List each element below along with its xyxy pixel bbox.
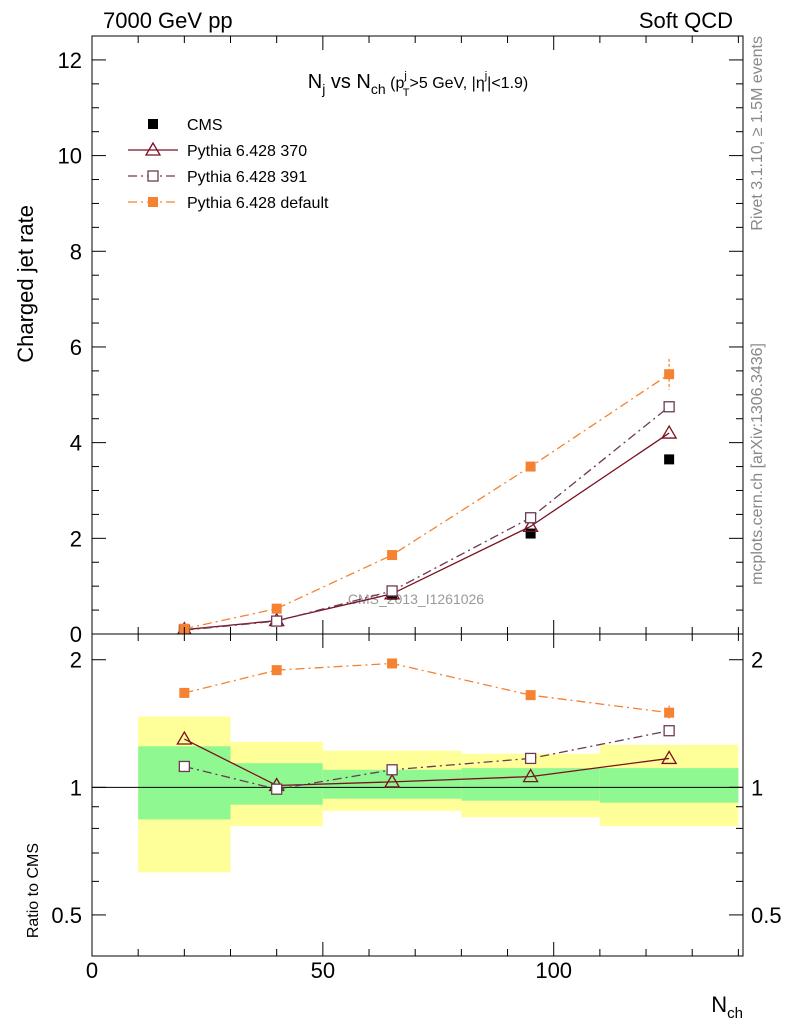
ratio-series-1-point-0 bbox=[178, 760, 190, 773]
ratio-plot-frame bbox=[91, 633, 744, 957]
x-axis-label: Nch bbox=[711, 992, 743, 1022]
ratio-series-0-point-4 bbox=[660, 750, 678, 765]
ratio-series-0-point-2 bbox=[383, 773, 401, 788]
legend-entry-1: Pythia 6.428 370 bbox=[128, 141, 307, 160]
main-series-layer bbox=[176, 358, 678, 634]
legend-entry-3-label: Pythia 6.428 default bbox=[187, 195, 329, 212]
legend-entry-0-label: CMS bbox=[187, 117, 223, 134]
ratio-series-2-point-1 bbox=[271, 665, 282, 676]
main-series-1-point-4 bbox=[660, 424, 678, 439]
main-y-tick-label: 10 bbox=[58, 144, 82, 169]
x-tick-label: 50 bbox=[311, 958, 335, 983]
ratio-series-1-point-3 bbox=[524, 752, 537, 765]
legend: CMS Pythia 6.428 370 Pythia 6.428 391 Pythi… bbox=[128, 117, 329, 212]
ratio-series-2 bbox=[179, 658, 675, 721]
header-right: Soft QCD bbox=[639, 8, 733, 33]
ratio-series-layer bbox=[176, 658, 678, 795]
legend-entry-2-marker bbox=[147, 170, 159, 182]
main-series-2-point-2 bbox=[386, 585, 398, 597]
main-series-3-point-2 bbox=[387, 550, 398, 561]
ratio-band-inner-4 bbox=[599, 768, 739, 803]
main-series-0 bbox=[179, 454, 675, 634]
main-series-3-point-4 bbox=[664, 369, 675, 380]
legend-entry-1-marker bbox=[144, 141, 162, 156]
main-y-tick-label: 8 bbox=[70, 239, 82, 264]
ratio-series-0-point-3 bbox=[522, 768, 539, 783]
main-series-2-point-1 bbox=[271, 615, 283, 627]
x-tick-label: 0 bbox=[86, 958, 98, 983]
legend-entry-2-label: Pythia 6.428 391 bbox=[187, 169, 307, 186]
legend-entry-2: Pythia 6.428 391 bbox=[128, 169, 307, 186]
ratio-series-1 bbox=[178, 725, 675, 795]
main-series-0-point-4 bbox=[664, 454, 675, 465]
ratio-y-tick-label: 1 bbox=[70, 775, 82, 800]
ratio-y-tick-label-right: 1 bbox=[751, 775, 763, 800]
main-series-1-point-3 bbox=[522, 518, 539, 533]
main-series-3-line bbox=[184, 373, 670, 630]
legend-entry-3: Pythia 6.428 default bbox=[128, 195, 329, 212]
main-series-2 bbox=[178, 401, 675, 634]
analysis-watermark: CMS_2013_I1261026 bbox=[348, 591, 484, 607]
header-left: 7000 GeV pp bbox=[103, 8, 233, 33]
ratio-series-2-point-3 bbox=[525, 690, 536, 701]
rivet-version-label: Rivet 3.1.10, ≥ 1.5M events bbox=[749, 36, 766, 231]
main-series-0-point-3 bbox=[525, 528, 536, 539]
x-tick-label: 100 bbox=[535, 958, 572, 983]
ratio-series-2-point-0 bbox=[179, 687, 190, 698]
legend-entry-0-marker bbox=[148, 119, 158, 129]
legend-entry-0: CMS bbox=[148, 117, 223, 134]
mcplots-label: mcplots.cern.ch [arXiv:1306.3436] bbox=[749, 343, 766, 585]
main-y-axis-label: Charged jet rate bbox=[13, 205, 38, 363]
ratio-series-0-point-0 bbox=[176, 730, 193, 745]
ratio-series-1-point-2 bbox=[386, 764, 398, 776]
main-y-tick-label: 12 bbox=[58, 48, 82, 73]
ratio-y-tick-label-right: 0.5 bbox=[751, 903, 782, 928]
main-series-3-point-1 bbox=[271, 603, 282, 614]
main-y-tick-label: 0 bbox=[70, 622, 82, 647]
ratio-band-inner-3 bbox=[461, 768, 600, 801]
ratio-series-2-line bbox=[184, 662, 670, 714]
ratio-series-2-point-2 bbox=[387, 658, 398, 669]
main-plot-title: Nj vs Nch (pj T>5 GeV, |ηj|<1.9) bbox=[308, 70, 529, 99]
ratio-series-1-point-4 bbox=[663, 725, 675, 737]
ratio-y-tick-label: 0.5 bbox=[51, 903, 82, 928]
main-y-tick-label: 4 bbox=[70, 431, 82, 456]
ratio-series-1-point-1 bbox=[271, 783, 283, 795]
ratio-band-inner-0 bbox=[138, 746, 231, 820]
ratio-series-0-line bbox=[184, 738, 670, 787]
ratio-y-tick-label-right: 2 bbox=[751, 648, 763, 673]
ratio-uncertainty-bands bbox=[138, 716, 739, 873]
main-y-tick-label: 6 bbox=[70, 335, 82, 360]
ratio-y-axis-label: Ratio to CMS bbox=[25, 843, 42, 938]
main-series-2-point-4 bbox=[663, 401, 675, 413]
ratio-y-tick-label: 2 bbox=[70, 648, 82, 673]
ratio-series-2-point-4 bbox=[664, 707, 675, 718]
legend-entry-1-label: Pythia 6.428 370 bbox=[187, 143, 307, 160]
main-y-tick-label: 2 bbox=[70, 526, 82, 551]
main-series-2-point-3 bbox=[524, 512, 537, 524]
legend-entry-3-marker bbox=[148, 197, 158, 207]
main-series-3-point-3 bbox=[525, 461, 536, 472]
